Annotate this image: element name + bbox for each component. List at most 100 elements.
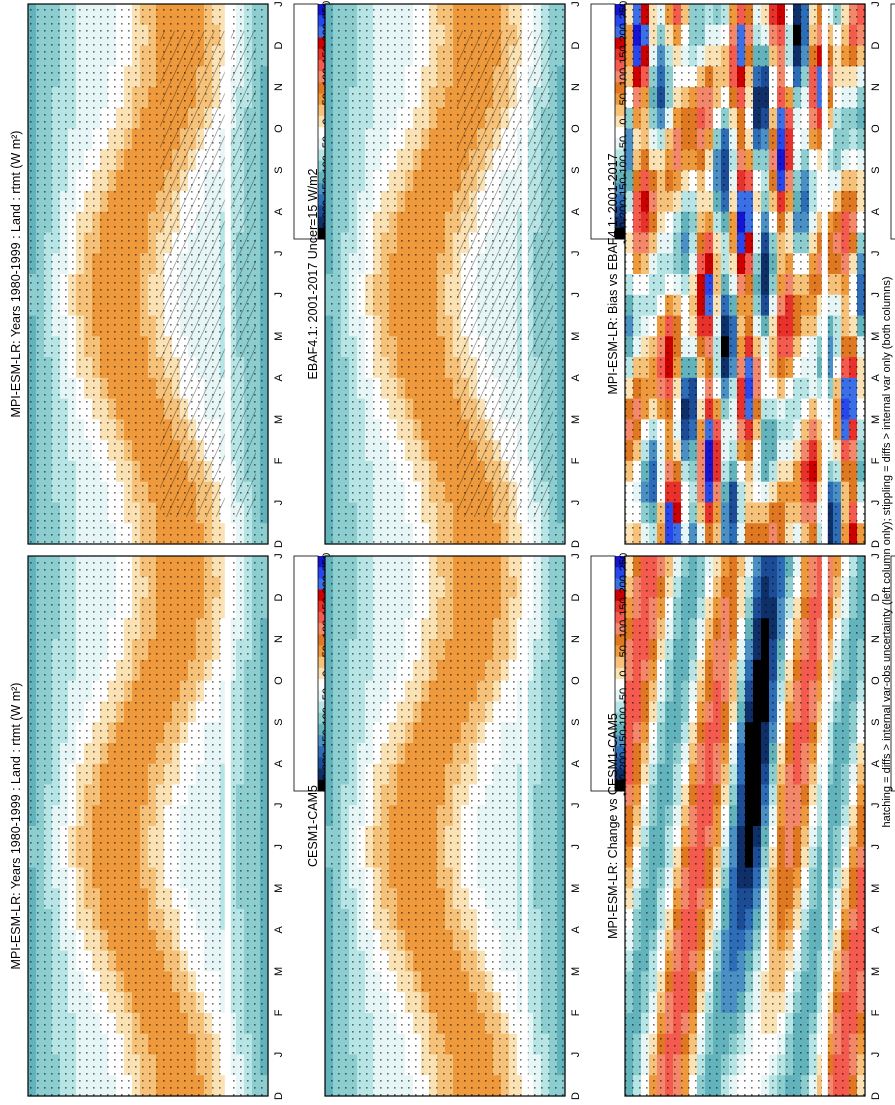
colorbar-frame <box>590 555 616 792</box>
colorbar-frame <box>293 3 319 240</box>
month-tick-label: D <box>870 42 882 50</box>
month-tick-label: J <box>870 844 882 850</box>
plot-frame <box>624 3 866 545</box>
month-tick-label: D <box>273 594 285 602</box>
panel-5: DJFMAMJJASONDJ8060°N20020°S6080MPI-ESM-L… <box>606 1 895 568</box>
plot-frame <box>324 3 566 545</box>
month-tick-label: O <box>570 124 582 133</box>
panel-title: MPI-ESM-LR: Years 1980-1999 : Land : rtm… <box>9 683 23 970</box>
stippling-overlay <box>625 556 865 1096</box>
month-tick-label: J <box>273 1 285 7</box>
month-tick-label: J <box>273 844 285 850</box>
missing-band <box>821 556 828 1096</box>
month-tick-label: S <box>570 718 582 725</box>
month-tick-label: J <box>570 1052 582 1058</box>
month-tick-label: J <box>273 802 285 808</box>
month-tick-label: M <box>570 884 582 893</box>
month-tick-label: A <box>273 207 285 215</box>
month-tick-label: M <box>273 967 285 976</box>
month-tick-label: N <box>570 83 582 91</box>
month-tick-label: D <box>273 42 285 50</box>
colorbar-frame <box>293 555 319 792</box>
missing-band <box>224 4 231 544</box>
month-tick-label: D <box>570 540 582 548</box>
missing-band <box>521 556 528 1096</box>
month-tick-label: D <box>570 42 582 50</box>
month-tick-label: M <box>273 332 285 341</box>
month-tick-label: N <box>570 635 582 643</box>
panel-title: MPI-ESM-LR: Bias vs EBAF4.1: 2001-2017 <box>606 153 620 394</box>
panel-title: MPI-ESM-LR: Years 1980-1999 : Land : rtm… <box>9 131 23 418</box>
month-tick-label: J <box>870 250 882 256</box>
hatching-overlay <box>160 31 256 517</box>
panel-1: DJFMAMJJASONDJ8060°N20020°S6080MPI-ESM-L… <box>9 1 342 568</box>
month-tick-label: J <box>273 500 285 506</box>
month-tick-label: M <box>570 415 582 424</box>
month-tick-label: A <box>570 374 582 382</box>
month-tick-label: N <box>870 83 882 91</box>
plot-frame <box>27 555 269 1097</box>
month-tick-label: A <box>870 207 882 215</box>
month-tick-label: F <box>870 457 882 464</box>
month-tick-label: D <box>570 594 582 602</box>
month-tick-label: J <box>570 250 582 256</box>
month-tick-label: F <box>570 457 582 464</box>
month-tick-label: J <box>570 844 582 850</box>
month-tick-label: O <box>273 676 285 685</box>
month-tick-label: D <box>273 1092 285 1100</box>
colorbar-label: 0 <box>618 118 630 124</box>
month-tick-label: J <box>870 1 882 7</box>
month-tick-label: J <box>273 292 285 298</box>
panel-title: CESM1-CAM5 <box>306 785 320 867</box>
month-tick-label: D <box>570 1092 582 1100</box>
month-tick-label: A <box>570 207 582 215</box>
month-tick-label: M <box>570 967 582 976</box>
month-tick-label: J <box>273 1052 285 1058</box>
month-tick-label: A <box>870 926 882 934</box>
hatching-overlay <box>457 31 553 517</box>
month-tick-label: M <box>870 884 882 893</box>
month-tick-label: M <box>870 332 882 341</box>
panel-4: DJFMAMJJASONDJ8060°N20020°S6080CESM1-CAM… <box>306 553 639 1100</box>
panel-title: EBAF4.1: 2001-2017 Uncer=15 W/m2 <box>306 169 320 380</box>
month-tick-label: J <box>273 553 285 559</box>
month-tick-label: O <box>570 676 582 685</box>
month-tick-label: F <box>570 1009 582 1016</box>
panel-3: DJFMAMJJASONDJ8060°N20020°S6080EBAF4.1: … <box>306 1 639 568</box>
month-tick-label: J <box>870 500 882 506</box>
month-tick-label: D <box>870 1092 882 1100</box>
plot-frame <box>324 555 566 1097</box>
plot-frame <box>27 3 269 545</box>
month-tick-label: M <box>870 415 882 424</box>
month-tick-label: F <box>273 457 285 464</box>
missing-band <box>821 4 828 544</box>
month-tick-label: N <box>273 635 285 643</box>
month-tick-label: M <box>273 415 285 424</box>
month-tick-label: S <box>570 166 582 173</box>
month-tick-label: J <box>870 802 882 808</box>
stippling-overlay <box>325 556 565 1096</box>
month-tick-label: F <box>273 1009 285 1016</box>
month-tick-label: M <box>870 967 882 976</box>
colorbar-frame <box>590 3 616 240</box>
panel-6: DJFMAMJJASONDJ8060°N20020°S6080MPI-ESM-L… <box>606 553 895 1100</box>
month-tick-label: D <box>870 540 882 548</box>
month-tick-label: N <box>273 83 285 91</box>
month-tick-label: J <box>870 292 882 298</box>
month-tick-label: J <box>570 1 582 7</box>
month-tick-label: M <box>273 884 285 893</box>
missing-band <box>521 4 528 544</box>
month-tick-label: O <box>273 124 285 133</box>
missing-band <box>224 556 231 1096</box>
plot-frame <box>624 555 866 1097</box>
stippling-overlay <box>28 556 268 1096</box>
month-tick-label: A <box>570 759 582 767</box>
month-tick-label: M <box>570 332 582 341</box>
month-tick-label: J <box>570 500 582 506</box>
month-tick-label: A <box>273 759 285 767</box>
month-tick-label: O <box>870 124 882 133</box>
month-tick-label: J <box>570 292 582 298</box>
month-tick-label: J <box>570 553 582 559</box>
month-tick-label: J <box>273 250 285 256</box>
